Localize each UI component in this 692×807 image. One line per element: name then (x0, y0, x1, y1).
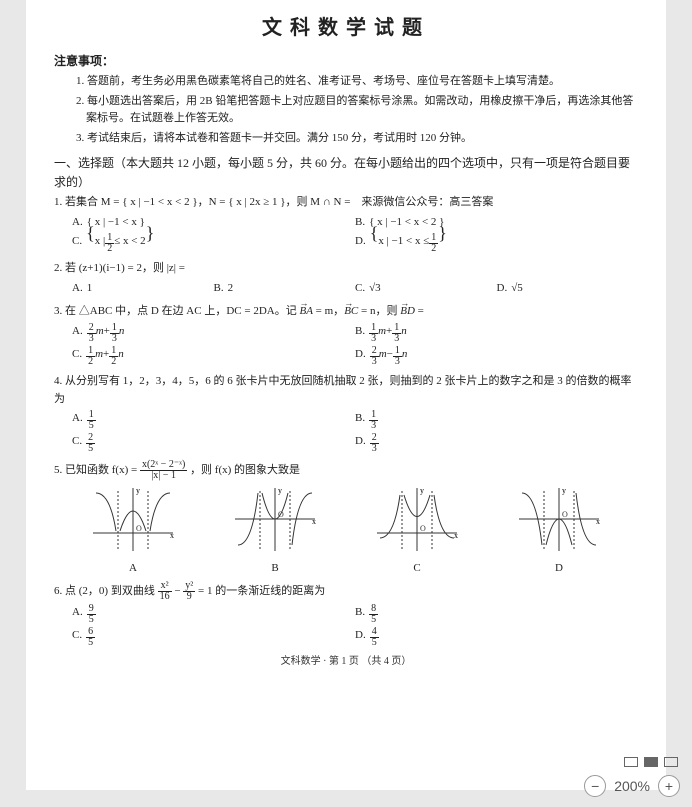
question-1: 1. 若集合 M = { x | −1 < x < 2 }，N = { x | … (54, 194, 638, 256)
q2-opt-a: A.1 (72, 280, 214, 298)
question-5: 5. 已知函数 f(x) = x(2ˣ − 2⁻ˣ)|x| − 1 ，则 f(x… (54, 460, 638, 577)
zoom-in-button[interactable]: + (658, 775, 680, 797)
q5-graph-a: Ox y A (88, 483, 178, 577)
q3-opt-d: D. 23m − 13n (355, 346, 638, 367)
q2-stem: 2. 若 (z+1)(i−1) = 2，则 |z| = (54, 260, 638, 278)
question-4: 4. 从分别写有 1，2，3，4，5，6 的 6 张卡片中无放回随机抽取 2 张… (54, 373, 638, 456)
q4-opt-a: A.15 (72, 410, 355, 431)
q6-opt-a: A.95 (72, 604, 355, 625)
q2-opt-d: D.√5 (497, 280, 639, 298)
svg-text:O: O (278, 510, 284, 519)
q3-opt-b: B. 13m + 13n (355, 323, 638, 344)
svg-text:O: O (136, 524, 142, 533)
page-footer: 文科数学 · 第 1 页 （共 4 页） (54, 654, 638, 670)
notice-list: 1. 答题前，考生务必用黑色碳素笔将自己的姓名、准考证号、考场号、座位号在答题卡… (54, 73, 638, 147)
exam-page: 文科数学试题 注意事项： 1. 答题前，考生务必用黑色碳素笔将自己的姓名、准考证… (26, 0, 666, 790)
svg-text:x: x (596, 517, 600, 526)
question-6: 6. 点 (2，0) 到双曲线 x²16 − y²9 = 1 的一条渐近线的距离… (54, 581, 638, 650)
svg-text:x: x (454, 531, 458, 540)
svg-text:x: x (170, 531, 174, 540)
q6-opt-c: C.65 (72, 627, 355, 648)
q3-opt-c: C. 12m + 12n (72, 346, 355, 367)
question-2: 2. 若 (z+1)(i−1) = 2，则 |z| = A.1 B.2 C.√3… (54, 260, 638, 299)
q5-graph-b: Ox y B (230, 483, 320, 577)
view-mode-bar (624, 757, 678, 767)
q5-label-c: C (372, 560, 462, 578)
q6-stem: 6. 点 (2，0) 到双曲线 x²16 − y²9 = 1 的一条渐近线的距离… (54, 581, 638, 602)
notice-item: 3. 考试结束后，请将本试卷和答题卡一并交回。满分 150 分，考试用时 120… (76, 130, 638, 148)
q2-opt-b: B.2 (214, 280, 356, 298)
notice-item: 1. 答题前，考生务必用黑色碳素笔将自己的姓名、准考证号、考场号、座位号在答题卡… (76, 73, 638, 91)
notice-heading: 注意事项： (54, 52, 638, 71)
q5-label-b: B (230, 560, 320, 578)
svg-text:y: y (278, 486, 282, 495)
q5-label-a: A (88, 560, 178, 578)
q4-opt-c: C.25 (72, 433, 355, 454)
page-title: 文科数学试题 (54, 12, 638, 44)
q5-label-d: D (514, 560, 604, 578)
q5-graph-d: Ox y D (514, 483, 604, 577)
svg-text:O: O (562, 510, 568, 519)
q5-stem: 5. 已知函数 f(x) = x(2ˣ − 2⁻ˣ)|x| − 1 ，则 f(x… (54, 460, 638, 481)
svg-text:y: y (562, 486, 566, 495)
notice-item: 2. 每小题选出答案后，用 2B 铅笔把答题卡上对应题目的答案标号涂黑。如需改动… (76, 93, 638, 128)
zoom-bar: − 200% + (584, 775, 680, 797)
q1-stem: 1. 若集合 M = { x | −1 < x < 2 }，N = { x | … (54, 194, 638, 212)
q1-opt-d: D.{x | −1 < x ≤ 12} (355, 233, 638, 254)
svg-text:y: y (136, 486, 140, 495)
view-single-icon[interactable] (624, 757, 638, 767)
q1-opt-b: B.{ x | −1 < x < 2 } (355, 214, 638, 232)
q1-opt-c: C.{{ x | x | 12 ≤ x < 2} (72, 233, 355, 254)
q4-stem: 4. 从分别写有 1，2，3，4，5，6 的 6 张卡片中无放回随机抽取 2 张… (54, 373, 638, 408)
view-facing-icon[interactable] (664, 757, 678, 767)
q2-opt-c: C.√3 (355, 280, 497, 298)
zoom-value: 200% (614, 778, 650, 794)
section1-title: 一、选择题（本大题共 12 小题，每小题 5 分，共 60 分。在每小题给出的四… (54, 154, 638, 192)
view-continuous-icon[interactable] (644, 757, 658, 767)
q6-opt-d: D.45 (355, 627, 638, 648)
zoom-out-button[interactable]: − (584, 775, 606, 797)
q5-graph-c: Ox y C (372, 483, 462, 577)
svg-text:x: x (312, 517, 316, 526)
svg-text:O: O (420, 524, 426, 533)
q4-opt-b: B.13 (355, 410, 638, 431)
q4-opt-d: D.23 (355, 433, 638, 454)
q1-opt-a: A.{ x | −1 < x } (72, 214, 355, 232)
question-3: 3. 在 △ABC 中，点 D 在边 AC 上，DC = 2DA。记 BA = … (54, 303, 638, 369)
q3-opt-a: A. 23m + 13n (72, 323, 355, 344)
q6-opt-b: B.85 (355, 604, 638, 625)
q5-graphs: Ox y A Ox y B Ox y C (54, 483, 638, 577)
svg-text:y: y (420, 486, 424, 495)
q3-stem: 3. 在 △ABC 中，点 D 在边 AC 上，DC = 2DA。记 BA = … (54, 303, 638, 321)
